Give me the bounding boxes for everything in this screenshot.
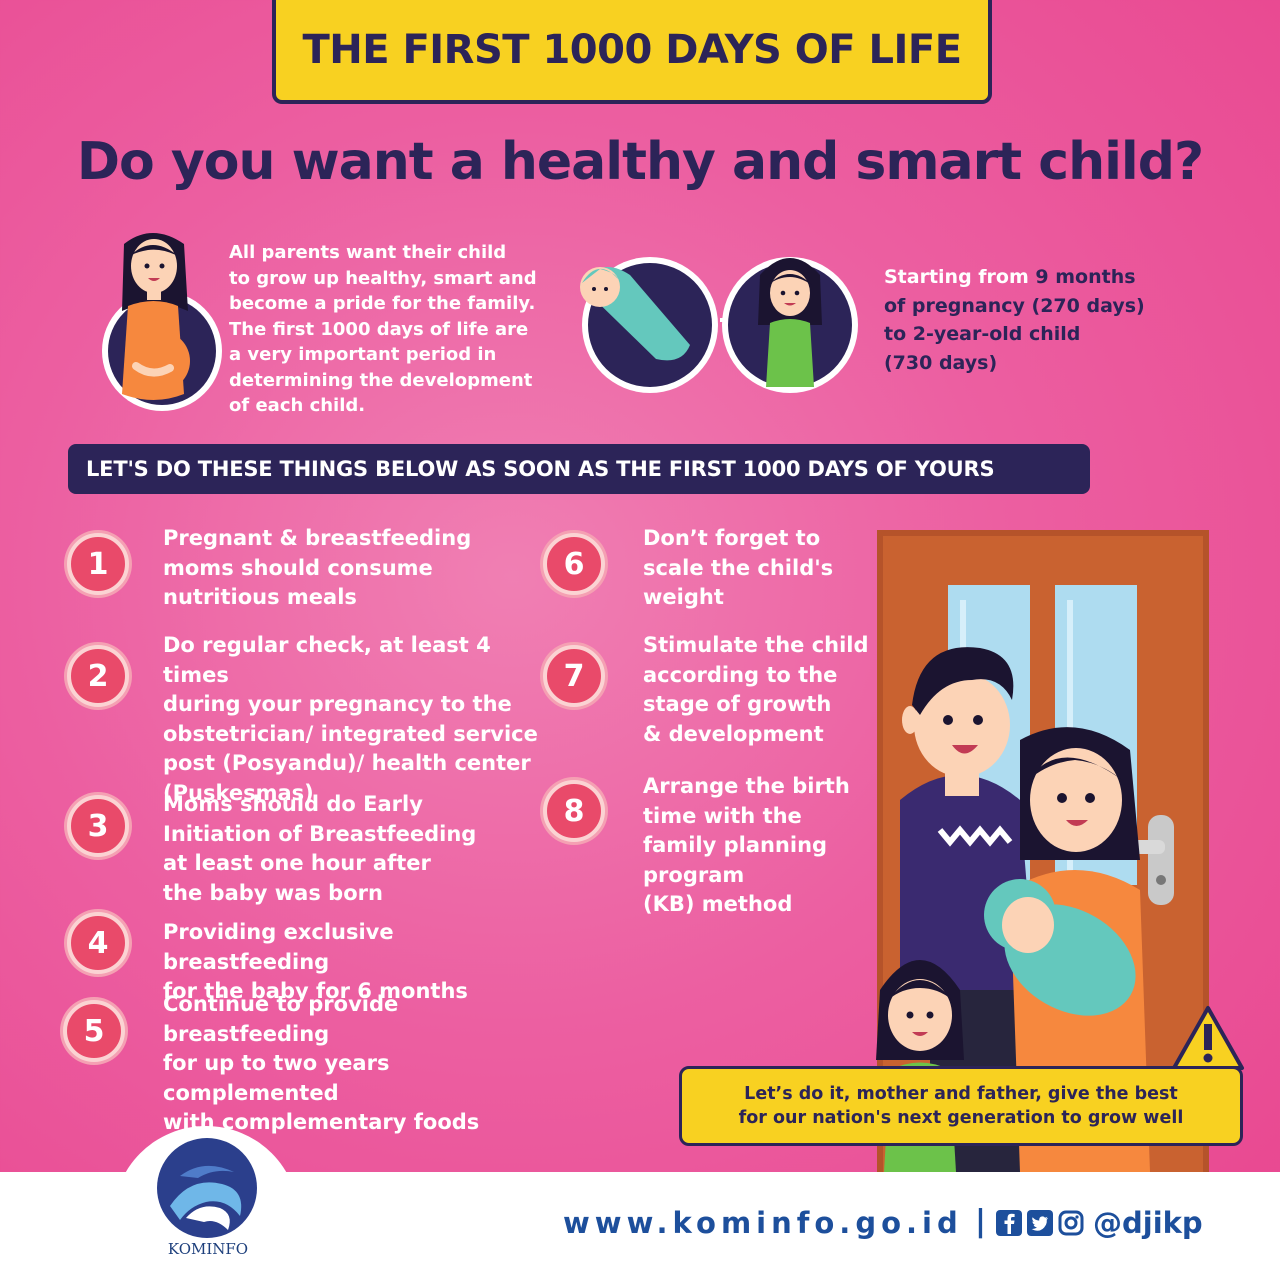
step-text: Stimulate the child according to the sta…	[643, 633, 869, 746]
step-text: Pregnant & breastfeeding moms should con…	[163, 526, 472, 609]
baby-and-child-illustration	[580, 257, 858, 393]
step-text: Providing exclusive breastfeeding for th…	[163, 920, 468, 1003]
callout-text: Let’s do it, mother and father, give the…	[738, 1084, 1184, 1128]
facebook-icon[interactable]	[996, 1210, 1022, 1236]
page-title: THE FIRST 1000 DAYS OF LIFE	[302, 27, 962, 73]
step-text: Don’t forget to scale the child's weight	[643, 526, 834, 609]
twitter-icon[interactable]	[1027, 1210, 1053, 1236]
step-number-badge: 4	[67, 912, 129, 974]
section-title: LET'S DO THESE THINGS BELOW AS SOON AS T…	[86, 457, 995, 481]
website-link[interactable]: www.kominfo.go.id	[563, 1206, 963, 1240]
step-number-badge: 3	[67, 795, 129, 857]
step-text: Arrange the birth time with the family p…	[643, 774, 850, 916]
step-number-badge: 7	[543, 645, 605, 707]
kominfo-logo-icon	[157, 1138, 257, 1238]
step-text: Moms should do Early Initiation of Breas…	[163, 792, 477, 905]
intro-text: All parents want their child to grow up …	[229, 242, 537, 416]
step-number-badge: 8	[543, 780, 605, 842]
step-text: Do regular check, at least 4 times durin…	[163, 633, 538, 805]
headline: Do you want a healthy and smart child?	[76, 132, 1204, 192]
logo-text: KOMINFO	[167, 1240, 249, 1258]
social-handle[interactable]: @djikp	[1093, 1206, 1203, 1240]
period-text: Starting from 9 months of pregnancy (270…	[884, 263, 1184, 377]
title-banner: THE FIRST 1000 DAYS OF LIFE	[272, 0, 992, 104]
callout-box: Let’s do it, mother and father, give the…	[679, 1066, 1243, 1146]
step-number-badge: 6	[543, 533, 605, 595]
footer-separator: |	[975, 1204, 986, 1239]
step-number-badge: 5	[63, 1000, 125, 1062]
period-text-highlight: 9 months of pregnancy (270 days) to 2-ye…	[884, 266, 1145, 374]
step-number-badge: 1	[67, 533, 129, 595]
section-header-bar: LET'S DO THESE THINGS BELOW AS SOON AS T…	[68, 444, 1090, 494]
pregnant-mother-illustration	[102, 233, 222, 411]
period-text-prefix: Starting from	[884, 266, 1036, 288]
step-text: Continue to provide breastfeeding for up…	[163, 992, 480, 1134]
step-number-badge: 2	[67, 645, 129, 707]
instagram-icon[interactable]	[1058, 1210, 1084, 1236]
